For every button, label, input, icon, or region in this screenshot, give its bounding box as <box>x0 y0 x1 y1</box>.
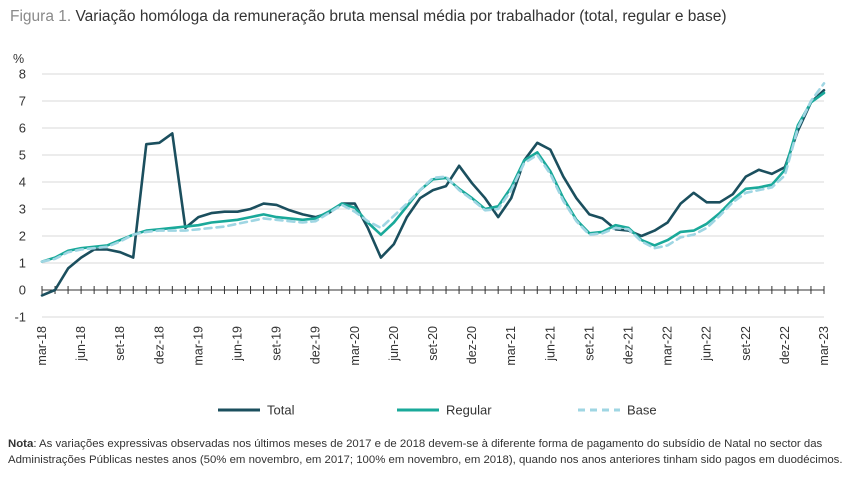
x-tick-label: set-18 <box>113 326 127 361</box>
y-tick-label: 4 <box>19 175 26 190</box>
figure-title-text: Variação homóloga da remuneração bruta m… <box>75 8 727 25</box>
line-chart: -1 0 1 2 3 4 5 6 7 8% mar-18 jun-18 set-18 dez-18 mar-… <box>13 52 831 418</box>
legend-label-regular: Regular <box>446 403 492 418</box>
x-tick-label: mar-18 <box>35 326 49 366</box>
figure-label: Figura 1. <box>10 8 72 25</box>
y-axis-label: % <box>13 52 24 66</box>
y-tick-label: -1 <box>14 310 26 325</box>
y-tick-label: 1 <box>19 256 26 271</box>
x-tick-label: dez-21 <box>622 326 636 364</box>
chart-title: Figura 1. Variação homóloga da remuneraç… <box>10 8 727 26</box>
y-tick-label: 2 <box>19 229 26 244</box>
y-tick-label: 5 <box>19 148 26 163</box>
x-tick-label: mar-23 <box>817 326 831 366</box>
x-tick-label: set-22 <box>739 326 753 361</box>
x-tick-label: jun-22 <box>700 326 714 362</box>
x-tick-label: dez-18 <box>152 326 166 364</box>
x-tick-label: mar-20 <box>348 326 362 366</box>
y-tick-label: 8 <box>19 67 26 82</box>
y-tick-label: 6 <box>19 121 26 136</box>
series-line-total <box>40 88 826 297</box>
x-tick-label: jun-21 <box>543 326 557 362</box>
x-tick-label: set-20 <box>426 326 440 361</box>
y-tick-label: 0 <box>19 283 26 298</box>
x-tick-label: set-21 <box>582 326 596 361</box>
x-tick-label: dez-20 <box>465 326 479 364</box>
x-tick-label: mar-22 <box>661 326 675 366</box>
y-tick-label: 3 <box>19 202 26 217</box>
x-tick-label: jun-19 <box>231 326 245 362</box>
y-tick-label: 7 <box>19 94 26 109</box>
x-tick-label: dez-22 <box>778 326 792 364</box>
legend-label-total: Total <box>267 403 295 418</box>
series-line-regular <box>40 91 826 263</box>
legend-label-base: Base <box>627 403 657 418</box>
x-tick-label: jun-20 <box>387 326 401 362</box>
footnote: Nota: As variações expressivas observada… <box>8 436 843 468</box>
x-tick-label: mar-21 <box>504 326 518 366</box>
x-tick-label: jun-18 <box>74 326 88 362</box>
x-tick-label: mar-19 <box>191 326 205 366</box>
footnote-text: : As variações expressivas observadas no… <box>8 438 843 466</box>
x-tick-label: dez-19 <box>309 326 323 364</box>
footnote-label: Nota <box>8 438 34 450</box>
series-line-base <box>40 82 826 263</box>
x-tick-label: set-19 <box>270 326 284 361</box>
